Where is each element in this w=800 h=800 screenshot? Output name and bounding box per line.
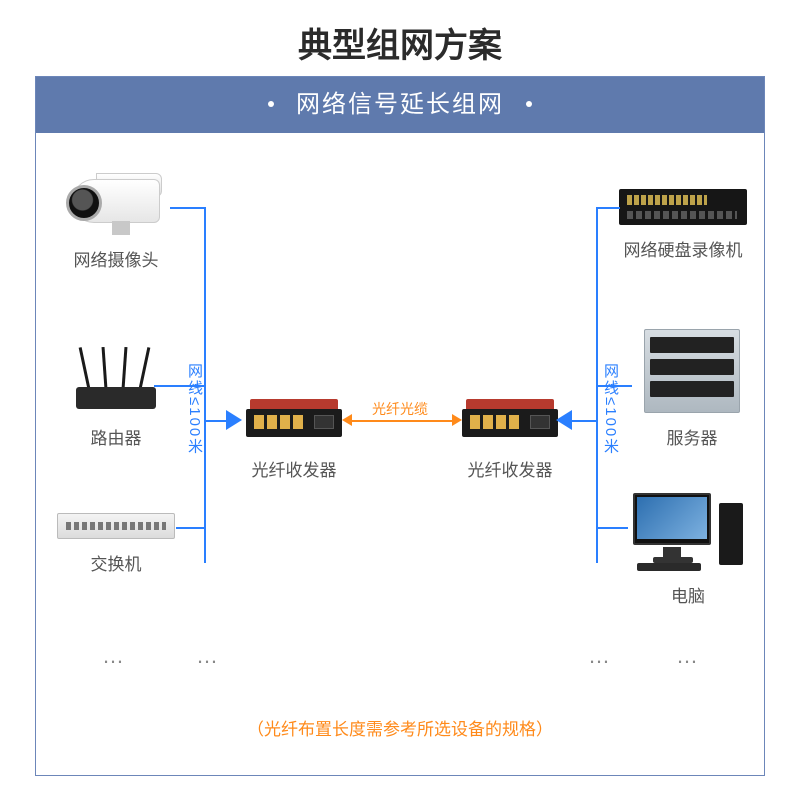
main-title: 典型组网方案 bbox=[0, 0, 800, 81]
device-transceiver-right: 光纤收发器 bbox=[458, 399, 562, 481]
server-icon bbox=[644, 329, 740, 413]
device-nvr: 网络硬盘录像机 bbox=[610, 189, 756, 261]
label-camera: 网络摄像头 bbox=[56, 246, 176, 271]
nvr-icon bbox=[619, 189, 747, 225]
label-transceiver-left: 光纤收发器 bbox=[242, 456, 346, 481]
device-transceiver-left: 光纤收发器 bbox=[242, 399, 346, 481]
fiber-line bbox=[352, 420, 452, 422]
footnote: （光纤布置长度需参考所选设备的规格） bbox=[36, 715, 764, 740]
diagram-frame: 网络信号延长组网 网络摄像头 路由器 交换机 … bbox=[35, 76, 765, 776]
device-server: 服务器 bbox=[632, 329, 752, 449]
line bbox=[176, 527, 204, 529]
fiber-arrow-icon bbox=[452, 414, 462, 426]
line bbox=[596, 207, 598, 563]
label-pc: 电脑 bbox=[628, 582, 748, 607]
line bbox=[572, 420, 596, 422]
line bbox=[204, 420, 228, 422]
pc-icon bbox=[633, 493, 743, 571]
device-pc: 电脑 bbox=[628, 493, 748, 607]
camera-icon bbox=[62, 177, 170, 235]
transceiver-icon bbox=[462, 399, 558, 441]
fiber-label: 光纤光缆 bbox=[372, 399, 428, 419]
ellipsis-left-bus: … bbox=[196, 643, 218, 669]
label-router: 路由器 bbox=[56, 424, 176, 449]
ellipsis-left: … bbox=[102, 643, 124, 669]
dot-icon bbox=[268, 101, 274, 107]
label-nvr: 网络硬盘录像机 bbox=[610, 236, 756, 261]
device-switch: 交换机 bbox=[50, 513, 182, 575]
ellipsis-right-bus: … bbox=[588, 643, 610, 669]
switch-icon bbox=[57, 513, 175, 539]
device-router: 路由器 bbox=[56, 343, 176, 449]
ellipsis-right: … bbox=[676, 643, 698, 669]
cable-label-left: 网线≤100米 bbox=[184, 363, 205, 455]
arrow-icon bbox=[556, 410, 572, 430]
cable-label-right: 网线≤100米 bbox=[600, 363, 621, 455]
arrow-icon bbox=[226, 410, 242, 430]
label-switch: 交换机 bbox=[50, 550, 182, 575]
label-server: 服务器 bbox=[632, 424, 752, 449]
line bbox=[596, 207, 620, 209]
line bbox=[596, 527, 628, 529]
fiber-arrow-icon bbox=[342, 414, 352, 426]
banner-text: 网络信号延长组网 bbox=[296, 91, 504, 118]
label-transceiver-right: 光纤收发器 bbox=[458, 456, 562, 481]
diagram-stage: 网络摄像头 路由器 交换机 … 网络硬盘录像机 bbox=[36, 133, 764, 775]
transceiver-icon bbox=[246, 399, 342, 441]
dot-icon bbox=[526, 101, 532, 107]
banner: 网络信号延长组网 bbox=[36, 77, 764, 133]
device-camera: 网络摄像头 bbox=[56, 177, 176, 271]
line bbox=[170, 207, 204, 209]
router-icon bbox=[71, 343, 161, 413]
